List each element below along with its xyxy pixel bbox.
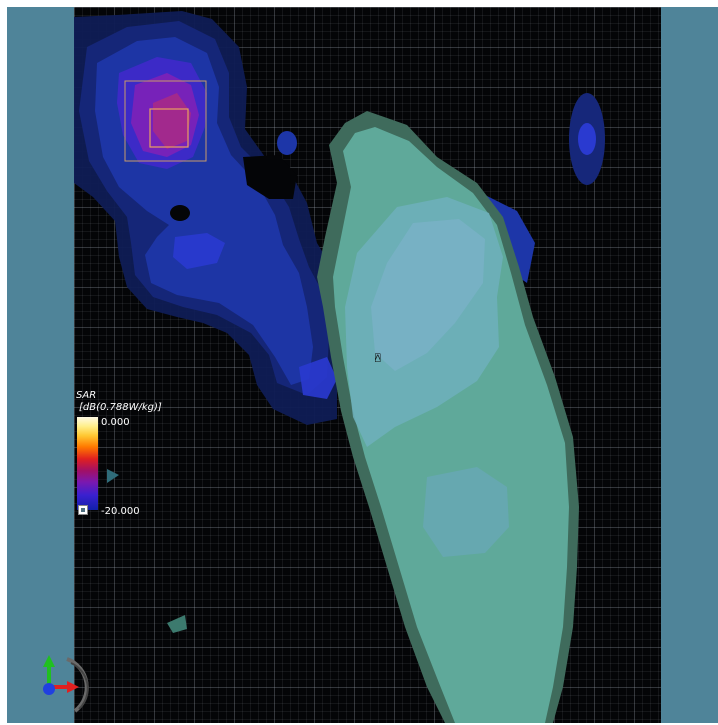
legend-settings-icon[interactable] bbox=[78, 505, 88, 515]
sar-blob bbox=[277, 131, 297, 155]
peak-search-region-box bbox=[124, 80, 207, 162]
sar-contour-left bbox=[74, 11, 339, 425]
left-background-panel bbox=[7, 7, 74, 723]
contour-gap bbox=[170, 205, 190, 221]
legend-title: SAR bbox=[76, 390, 97, 401]
sar-color-legend: SAR [dB(0.788W/kg)] 0.000 -20.000 bbox=[76, 390, 186, 520]
legend-max-value: 0.000 bbox=[101, 417, 130, 428]
z-axis-icon bbox=[43, 683, 55, 695]
legend-min-value: -20.000 bbox=[101, 506, 140, 517]
probe-marker: ⍓ bbox=[375, 354, 381, 364]
3d-viewport[interactable]: ⍓ SAR [dB(0.788W/kg)] 0.000 -20.000 bbox=[7, 7, 718, 723]
legend-unit: [dB(0.788W/kg)] bbox=[79, 402, 162, 413]
legend-color-bar bbox=[77, 417, 98, 510]
peak-cube-box bbox=[149, 108, 189, 148]
right-background-panel bbox=[661, 7, 718, 723]
orientation-axes-widget[interactable] bbox=[35, 651, 91, 723]
sar-distribution-scene bbox=[74, 11, 605, 723]
